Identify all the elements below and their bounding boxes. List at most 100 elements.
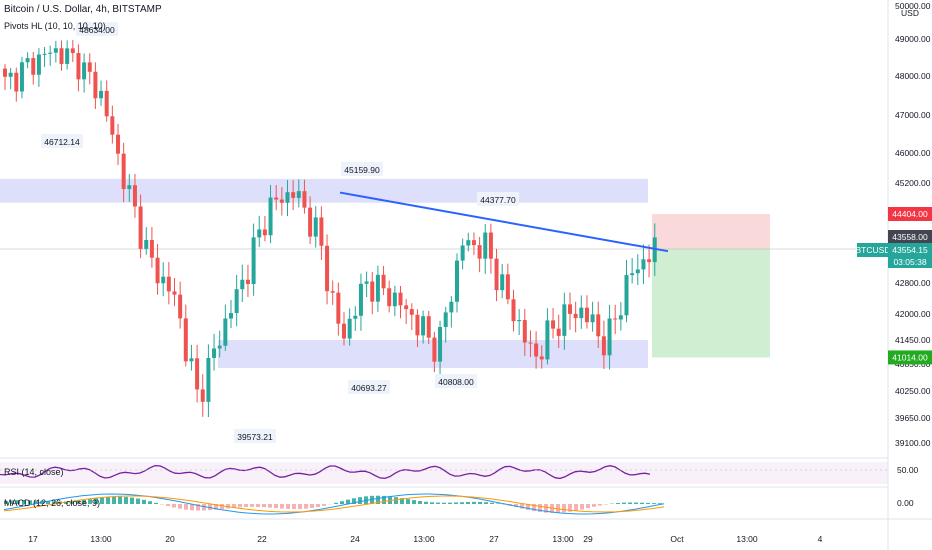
macd-histogram-bar xyxy=(304,504,308,509)
price-tick: 47000.00 xyxy=(895,110,931,120)
candle-body xyxy=(127,185,132,190)
time-tick: 13:00 xyxy=(413,534,435,544)
candle-body xyxy=(500,274,505,291)
trendline-group[interactable] xyxy=(339,191,669,253)
candle-body xyxy=(392,292,397,307)
short-position-tool[interactable] xyxy=(0,214,888,358)
candle-body xyxy=(319,217,324,246)
rsi-label[interactable]: RSI (14, close) xyxy=(4,467,64,477)
macd-histogram-bar xyxy=(208,504,212,511)
macd-histogram-bar xyxy=(280,504,284,509)
macd-histogram-bar xyxy=(562,504,566,513)
pivot-label: 48634.00 xyxy=(79,25,115,35)
candle-body xyxy=(302,191,307,208)
macd-histogram-bar xyxy=(448,502,452,504)
macd-histogram-bar xyxy=(616,502,620,504)
macd-histogram-bar xyxy=(400,498,404,504)
candle-body xyxy=(483,232,488,259)
candle-body xyxy=(353,315,358,319)
rsi-line xyxy=(0,465,651,480)
risk-zone xyxy=(652,214,770,249)
pivot-label-bg xyxy=(234,429,276,443)
macd-axis-value: 0.00 xyxy=(897,498,914,508)
candle-body xyxy=(415,314,420,336)
pivot-label: 45159.90 xyxy=(344,165,380,175)
indicator-label[interactable]: Pivots HL (10, 10, 10, 10) xyxy=(4,21,106,31)
macd-histogram-bar xyxy=(286,504,290,509)
candle-body xyxy=(342,323,346,339)
candle-body xyxy=(641,259,646,270)
macd-histogram-bar xyxy=(352,498,356,504)
candle-body xyxy=(409,309,414,315)
macd-histogram-bar xyxy=(166,504,170,507)
candle-body xyxy=(568,304,572,314)
candle-body xyxy=(285,192,290,203)
candle-body xyxy=(87,62,92,72)
macd-histogram-bar xyxy=(598,504,602,506)
macd-histogram-bar xyxy=(28,500,32,504)
candle-body xyxy=(155,257,160,284)
price-tick: 39100.00 xyxy=(895,438,931,448)
candle-body xyxy=(121,153,126,190)
macd-histogram-bar xyxy=(22,500,26,504)
candle-body xyxy=(3,68,7,77)
macd-histogram-bar xyxy=(418,501,422,504)
time-tick: 13:00 xyxy=(90,534,112,544)
macd-histogram-bar xyxy=(520,504,524,509)
macd-histogram-bar xyxy=(202,504,206,511)
macd-histogram-bar xyxy=(100,497,104,504)
time-tick: Oct xyxy=(670,534,684,544)
price-tick: 49000.00 xyxy=(895,34,931,44)
candle-body xyxy=(511,299,516,322)
macd-histogram-bar xyxy=(568,504,572,512)
macd-histogram-bar xyxy=(34,500,38,504)
candle-body xyxy=(206,357,211,402)
macd-label[interactable]: MACD (12, 26, close, 9) xyxy=(4,498,101,508)
macd-histogram-bar xyxy=(214,504,218,510)
macd-histogram-bar xyxy=(4,501,8,504)
candle-body xyxy=(161,276,166,284)
macd-histogram-bar xyxy=(268,504,272,508)
macd-line xyxy=(3,493,665,515)
candle-body xyxy=(325,245,330,292)
candle-body xyxy=(545,320,550,360)
rsi-pane[interactable] xyxy=(0,465,888,480)
candle-body xyxy=(562,304,567,336)
candle-body xyxy=(245,279,250,285)
candle-body xyxy=(251,237,256,285)
macd-histogram-bar xyxy=(592,504,596,507)
candle-body xyxy=(539,356,544,360)
macd-histogram-bar xyxy=(220,504,224,510)
macd-histogram-bar xyxy=(484,502,488,504)
macd-histogram-bar xyxy=(190,504,194,511)
candle-body xyxy=(443,312,448,327)
macd-histogram-bar xyxy=(640,502,644,504)
macd-histogram-bar xyxy=(430,502,434,504)
candle-body xyxy=(398,292,403,306)
stop-price-tag: 44404.00 xyxy=(892,209,928,219)
candle-body xyxy=(370,281,375,302)
macd-histogram-bar xyxy=(376,495,380,504)
macd-histogram-bar xyxy=(52,501,56,504)
macd-histogram-bar xyxy=(538,504,542,513)
rsi-band xyxy=(0,462,888,484)
candle-body xyxy=(279,199,284,203)
macd-histogram-bar xyxy=(394,497,398,504)
macd-histogram-bar xyxy=(10,500,14,504)
candle-body xyxy=(551,320,556,329)
macd-histogram-bar xyxy=(466,501,470,504)
macd-pane[interactable] xyxy=(3,493,665,515)
candle-body xyxy=(647,259,652,263)
candle-body xyxy=(590,314,595,323)
macd-histogram-bar xyxy=(382,495,386,504)
pivot-label: 40808.00 xyxy=(438,377,474,387)
time-tick: 24 xyxy=(350,534,360,544)
macd-histogram-bar xyxy=(436,502,440,504)
candle-body xyxy=(308,207,313,237)
candle-body xyxy=(257,229,262,238)
candle-body xyxy=(375,274,380,302)
time-axis[interactable]: 17 13:00 20 22 24 13:00 27 13:00 29 Oct 13:00 4 xyxy=(28,534,822,544)
pivot-label-bg xyxy=(341,162,383,176)
macd-histogram-bar xyxy=(292,504,296,510)
